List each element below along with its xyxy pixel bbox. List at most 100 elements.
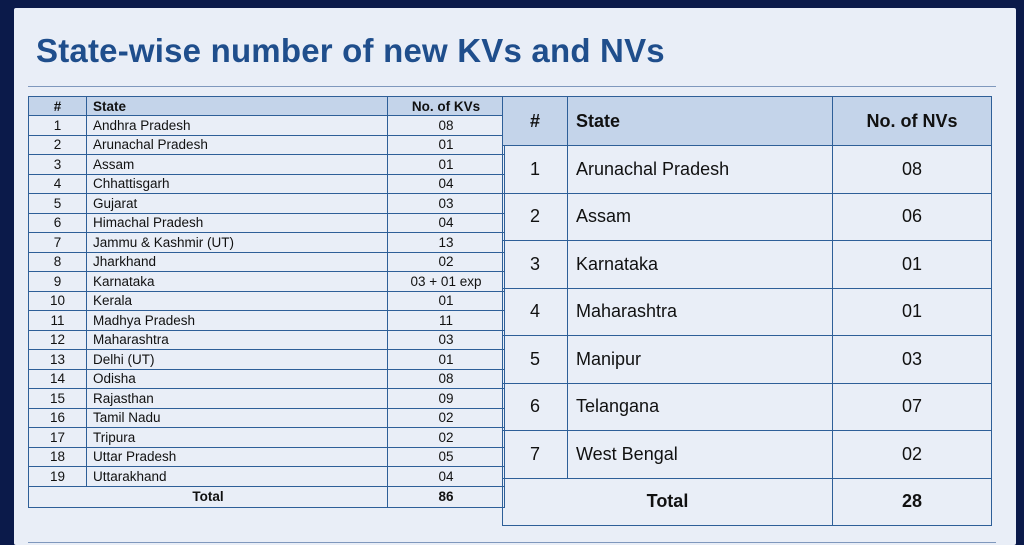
nv-state-name: Telangana [567, 382, 833, 431]
nv-count-value: 06 [832, 192, 992, 241]
kv-header-state: State [86, 96, 388, 116]
nv-table: # State No. of NVs 1 Arunachal Pradesh 08 2… [502, 96, 992, 526]
kv-table-row: 17 Tripura 02 [28, 427, 505, 448]
kv-count-value: 03 + 01 exp [387, 271, 505, 292]
nv-state-name: Assam [567, 192, 833, 241]
kv-row-number: 3 [28, 154, 87, 175]
nv-total-row: Total 28 [502, 477, 992, 526]
nv-state-name: Arunachal Pradesh [567, 145, 833, 194]
nv-state-name: Manipur [567, 335, 833, 384]
kv-table-row: 8 Jharkhand 02 [28, 251, 505, 272]
kv-table-row: 19 Uttarakhand 04 [28, 466, 505, 487]
nv-table-row: 5 Manipur 03 [502, 335, 992, 384]
kv-table-row: 13 Delhi (UT) 01 [28, 349, 505, 370]
kv-table-row: 12 Maharashtra 03 [28, 329, 505, 350]
kv-count-value: 04 [387, 466, 505, 487]
kv-table-row: 7 Jammu & Kashmir (UT) 13 [28, 232, 505, 253]
nv-header-row: # State No. of NVs [502, 96, 992, 146]
nv-state-name: West Bengal [567, 430, 833, 479]
nv-count-value: 01 [832, 240, 992, 289]
kv-row-number: 10 [28, 290, 87, 311]
nv-table-row: 1 Arunachal Pradesh 08 [502, 145, 992, 194]
title-divider [28, 86, 996, 87]
kv-count-value: 03 [387, 329, 505, 350]
kv-count-value: 02 [387, 427, 505, 448]
kv-table-row: 4 Chhattisgarh 04 [28, 173, 505, 194]
nv-count-value: 01 [832, 287, 992, 336]
bottom-divider [28, 542, 996, 543]
nv-state-name: Maharashtra [567, 287, 833, 336]
nv-count-value: 02 [832, 430, 992, 479]
kv-table-row: 6 Himachal Pradesh 04 [28, 212, 505, 233]
nv-state-name: Karnataka [567, 240, 833, 289]
kv-count-value: 08 [387, 368, 505, 389]
kv-state-name: Chhattisgarh [86, 173, 388, 194]
kv-table-row: 11 Madhya Pradesh 11 [28, 310, 505, 331]
nv-count-value: 07 [832, 382, 992, 431]
kv-state-name: Himachal Pradesh [86, 212, 388, 233]
kv-table-row: 18 Uttar Pradesh 05 [28, 446, 505, 467]
nv-header-state: State [567, 96, 833, 146]
nv-table-body: 1 Arunachal Pradesh 08 2 Assam 06 3 Karnataka 01… [502, 145, 992, 526]
kv-count-value: 04 [387, 212, 505, 233]
kv-row-number: 18 [28, 446, 87, 467]
kv-state-name: Delhi (UT) [86, 349, 388, 370]
kv-row-number: 2 [28, 134, 87, 155]
kv-state-name: Karnataka [86, 271, 388, 292]
kv-row-number: 5 [28, 193, 87, 214]
kv-state-name: Jharkhand [86, 251, 388, 272]
kv-count-value: 01 [387, 290, 505, 311]
kv-row-number: 13 [28, 349, 87, 370]
kv-table-row: 9 Karnataka 03 + 01 exp [28, 271, 505, 292]
kv-table-row: 16 Tamil Nadu 02 [28, 407, 505, 428]
kv-row-number: 1 [28, 115, 87, 136]
kv-state-name: Maharashtra [86, 329, 388, 350]
nv-row-number: 3 [502, 240, 568, 289]
kv-count-value: 01 [387, 134, 505, 155]
nv-count-value: 03 [832, 335, 992, 384]
kv-row-number: 12 [28, 329, 87, 350]
nv-table-row: 4 Maharashtra 01 [502, 287, 992, 336]
kv-state-name: Odisha [86, 368, 388, 389]
kv-state-name: Uttarakhand [86, 466, 388, 487]
kv-state-name: Kerala [86, 290, 388, 311]
kv-total-label: Total [28, 485, 388, 508]
kv-total-row: Total 86 [28, 485, 505, 508]
kv-count-value: 03 [387, 193, 505, 214]
nv-table-row: 3 Karnataka 01 [502, 240, 992, 289]
kv-state-name: Tripura [86, 427, 388, 448]
kv-row-number: 14 [28, 368, 87, 389]
kv-count-value: 11 [387, 310, 505, 331]
kv-row-number: 19 [28, 466, 87, 487]
kv-count-value: 05 [387, 446, 505, 467]
kv-state-name: Madhya Pradesh [86, 310, 388, 331]
kv-state-name: Gujarat [86, 193, 388, 214]
kv-header-row: # State No. of KVs [28, 96, 505, 116]
kv-table-row: 5 Gujarat 03 [28, 193, 505, 214]
kv-count-value: 04 [387, 173, 505, 194]
kv-state-name: Tamil Nadu [86, 407, 388, 428]
kv-row-number: 17 [28, 427, 87, 448]
kv-count-value: 01 [387, 349, 505, 370]
kv-row-number: 4 [28, 173, 87, 194]
nv-row-number: 1 [502, 145, 568, 194]
kv-count-value: 09 [387, 388, 505, 409]
kv-table-row: 1 Andhra Pradesh 08 [28, 115, 505, 136]
kv-state-name: Andhra Pradesh [86, 115, 388, 136]
nv-table-row: 7 West Bengal 02 [502, 430, 992, 479]
kv-state-name: Arunachal Pradesh [86, 134, 388, 155]
kv-header-number: # [28, 96, 87, 116]
kv-row-number: 8 [28, 251, 87, 272]
kv-state-name: Uttar Pradesh [86, 446, 388, 467]
kv-row-number: 7 [28, 232, 87, 253]
nv-row-number: 7 [502, 430, 568, 479]
kv-row-number: 16 [28, 407, 87, 428]
nv-table-row: 6 Telangana 07 [502, 382, 992, 431]
kv-row-number: 15 [28, 388, 87, 409]
kv-row-number: 9 [28, 271, 87, 292]
kv-table-row: 2 Arunachal Pradesh 01 [28, 134, 505, 155]
kv-table-row: 3 Assam 01 [28, 154, 505, 175]
kv-table-body: 1 Andhra Pradesh 08 2 Arunachal Pradesh 01 3 As… [28, 115, 505, 508]
kv-row-number: 11 [28, 310, 87, 331]
kv-table-row: 14 Odisha 08 [28, 368, 505, 389]
